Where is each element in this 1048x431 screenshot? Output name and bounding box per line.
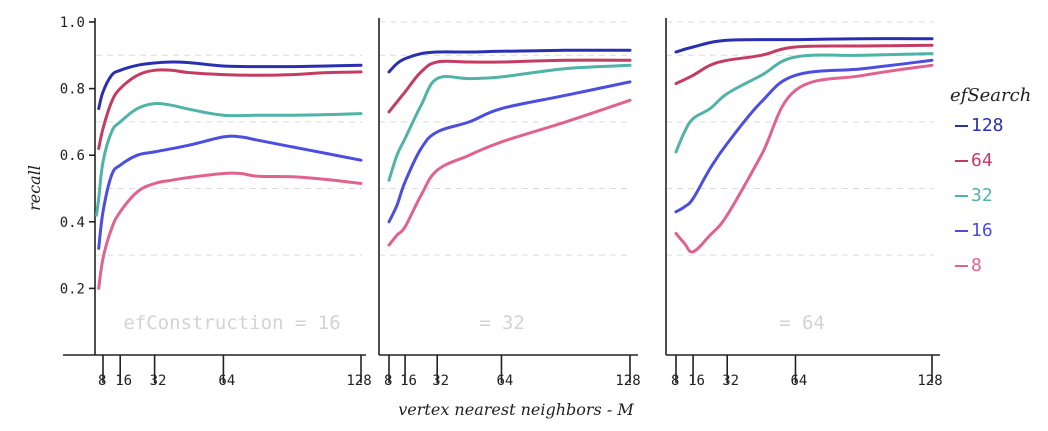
panel-label: = 64 <box>779 312 825 334</box>
panel-label: efConstruction = 16 <box>123 312 340 334</box>
x-tick-label: 128 <box>346 373 371 389</box>
x-axis-label: vertex nearest neighbors - M <box>398 400 634 419</box>
x-tick-label: 128 <box>615 373 640 389</box>
series-line-ef64-panel1 <box>97 68 363 150</box>
series-line-ef8-panel1 <box>97 171 363 290</box>
legend-entry-32: 32 <box>971 185 993 206</box>
y-tick-label: 0.2 <box>60 281 85 297</box>
x-tick-label: 16 <box>688 373 705 389</box>
series-line-ef16-panel3 <box>674 58 934 214</box>
x-tick-label: 64 <box>218 373 235 389</box>
x-tick-label: 8 <box>384 373 392 389</box>
y-tick-label: 0.6 <box>60 148 85 164</box>
x-tick-label: 8 <box>671 373 679 389</box>
legend: efSearch 128 64 32 16 8 <box>950 85 1031 276</box>
panel-label: = 32 <box>479 312 525 334</box>
series-line-ef8-panel3 <box>674 63 934 254</box>
legend-entry-8: 8 <box>971 255 982 276</box>
x-tick-label: 64 <box>496 373 513 389</box>
series-layer <box>95 37 934 290</box>
x-tick-label: 128 <box>917 373 942 389</box>
legend-entry-16: 16 <box>971 220 993 241</box>
y-axis-label: recall <box>25 165 44 211</box>
x-tick-label: 16 <box>115 373 132 389</box>
labels-layer: recall vertex nearest neighbors - M 0.2 0… <box>25 15 943 419</box>
y-tick-label: 0.8 <box>60 82 85 98</box>
legend-entry-64: 64 <box>971 150 993 171</box>
series-line-ef32-panel1 <box>95 101 363 217</box>
series-line-ef32-panel3 <box>674 52 934 154</box>
x-tick-label: 32 <box>432 373 449 389</box>
series-line-ef32-panel2 <box>387 63 632 182</box>
x-tick-label: 32 <box>150 373 167 389</box>
series-line-ef64-panel2 <box>387 58 632 114</box>
series-line-ef16-panel1 <box>97 134 363 250</box>
series-line-ef128-panel2 <box>387 48 632 74</box>
legend-entry-128: 128 <box>971 115 1004 136</box>
series-line-ef8-panel2 <box>387 98 632 247</box>
series-line-ef16-panel2 <box>387 80 632 224</box>
series-line-ef128-panel3 <box>674 37 934 54</box>
y-tick-label: 1.0 <box>60 15 85 31</box>
series-line-ef64-panel3 <box>674 43 934 86</box>
y-tick-label: 0.4 <box>60 215 85 231</box>
x-tick-label: 64 <box>790 373 807 389</box>
x-tick-label: 32 <box>722 373 739 389</box>
axes-layer <box>63 18 940 383</box>
x-tick-label: 16 <box>400 373 417 389</box>
series-line-ef128-panel1 <box>97 60 363 111</box>
x-tick-label: 8 <box>98 373 106 389</box>
legend-title: efSearch <box>950 85 1031 106</box>
